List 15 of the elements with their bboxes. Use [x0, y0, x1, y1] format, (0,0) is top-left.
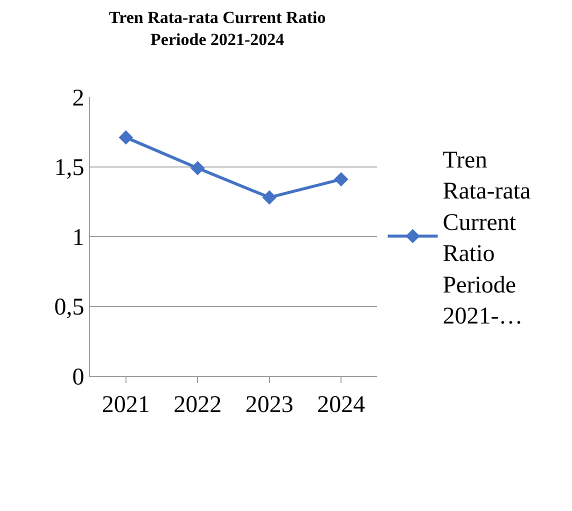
point	[118, 130, 134, 145]
y-tick-label: 1,5	[54, 155, 84, 182]
legend-label: Tren Rata-rata Current Ratio Periode 2021-…	[442, 147, 532, 330]
x-tick-label: 2021	[102, 392, 150, 418]
chart-title: Tren Rata-rata Current Ratio Periode 2021-2024	[109, 8, 326, 50]
point	[262, 190, 277, 205]
point	[334, 172, 348, 186]
y-tick-label: 1	[72, 224, 84, 251]
x-tick-label: 2023	[245, 392, 294, 418]
y-tick-label: 0,5	[54, 294, 84, 321]
point	[190, 161, 205, 176]
x-tick-label: 2022	[174, 392, 222, 418]
y-tick-label: 0	[72, 364, 84, 390]
x-tick-label: 2024	[317, 392, 366, 418]
y-tick-label: 2	[72, 85, 84, 112]
